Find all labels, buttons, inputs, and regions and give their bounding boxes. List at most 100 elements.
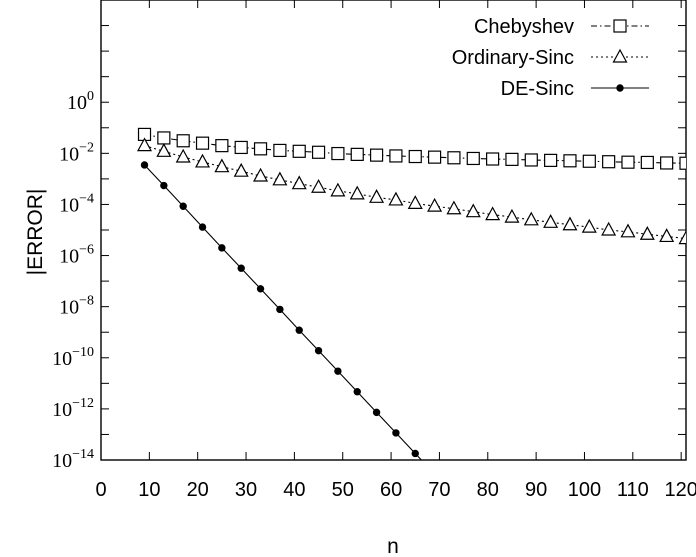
legend-marker — [612, 48, 628, 63]
data-point — [620, 223, 636, 238]
data-point — [195, 153, 211, 168]
data-point — [431, 471, 437, 477]
data-point — [314, 346, 323, 355]
y-tick-label: 10−8 — [59, 294, 94, 319]
x-tick-label: 120 — [664, 479, 696, 501]
y-tick-label: 10−4 — [59, 191, 94, 216]
y-tick-label: 10−14 — [52, 447, 94, 472]
y-tick-exponent: −6 — [79, 243, 94, 258]
y-tick-base: 10 — [67, 92, 87, 114]
data-point — [256, 285, 265, 293]
data-point — [485, 206, 501, 221]
y-tick-label: 10−12 — [52, 396, 94, 421]
data-point — [640, 155, 654, 170]
y-tick-label: 100 — [67, 89, 94, 114]
data-point — [330, 182, 346, 197]
data-point — [334, 367, 342, 375]
legend: Chebyshev Ordinary-Sinc DE-Sinc — [452, 16, 649, 100]
y-tick-base: 10 — [52, 450, 72, 472]
data-point — [392, 429, 400, 437]
y-axis-label: |ERROR| — [24, 189, 47, 276]
data-point — [311, 145, 326, 159]
data-point — [195, 136, 210, 150]
data-point — [353, 388, 361, 396]
data-point — [292, 144, 306, 158]
legend-marker — [616, 84, 624, 92]
series-square — [137, 127, 686, 170]
data-point — [198, 223, 207, 231]
y-tick-base: 10 — [59, 143, 79, 165]
data-point — [218, 244, 226, 252]
x-tick-label: 110 — [617, 479, 649, 501]
data-point — [215, 139, 229, 153]
x-tick-label: 90 — [525, 479, 547, 501]
y-tick-exponent: −10 — [72, 345, 94, 360]
data-point — [581, 218, 597, 233]
x-axis-label: n — [387, 535, 399, 557]
data-point — [295, 326, 303, 334]
data-point — [660, 156, 674, 170]
y-tick-exponent: −14 — [72, 447, 94, 462]
axis-ticks — [100, 0, 686, 461]
data-point — [349, 185, 365, 200]
series-layer — [137, 127, 686, 477]
y-tick-exponent: −8 — [79, 294, 94, 309]
y-tick-base: 10 — [59, 246, 79, 268]
data-point — [214, 158, 230, 173]
data-point — [331, 146, 345, 161]
y-tick-label: 10−10 — [52, 345, 94, 370]
data-point — [389, 149, 403, 163]
data-point — [678, 230, 686, 245]
series-filled-circle — [140, 161, 437, 477]
plot-frame — [100, 0, 687, 461]
data-point — [427, 150, 442, 164]
data-point — [273, 143, 287, 158]
data-point — [408, 149, 422, 164]
data-point — [486, 152, 500, 166]
data-point — [465, 203, 481, 218]
x-tick-label: 20 — [187, 479, 209, 501]
y-tick-exponent: 0 — [87, 89, 94, 104]
data-point — [466, 151, 480, 166]
data-point — [179, 202, 187, 210]
x-tick-label: 80 — [477, 479, 499, 501]
legend-label: DE-Sinc — [501, 78, 574, 100]
x-tick-label: 30 — [235, 479, 257, 501]
data-point — [447, 151, 461, 165]
data-point — [160, 181, 168, 190]
data-point — [524, 153, 538, 167]
data-point — [582, 154, 596, 168]
data-point — [505, 152, 519, 166]
data-point — [639, 226, 655, 240]
data-point — [427, 197, 443, 212]
data-point — [504, 208, 520, 223]
data-point — [372, 408, 381, 417]
x-tick-label: 60 — [380, 479, 402, 501]
x-tick-label: 0 — [95, 479, 106, 501]
legend-label: Chebyshev — [474, 16, 574, 38]
y-tick-exponent: −2 — [79, 140, 94, 155]
x-tick-label: 70 — [428, 479, 450, 501]
y-tick-base: 10 — [59, 297, 79, 319]
data-point — [311, 179, 327, 193]
data-point — [291, 175, 307, 190]
axis-tick-labels: 0 10 20 30 40 50 60 70 80 90 100 110 12010010−210−41… — [52, 89, 696, 501]
data-point — [621, 155, 635, 169]
data-point — [601, 221, 617, 236]
data-point — [140, 161, 149, 169]
y-tick-base: 10 — [52, 348, 72, 370]
legend-marker — [613, 19, 627, 33]
data-point — [137, 137, 153, 152]
x-tick-label: 50 — [332, 479, 354, 501]
data-point — [544, 153, 558, 167]
data-point — [446, 200, 462, 215]
data-point — [276, 305, 284, 314]
x-tick-label: 40 — [283, 479, 305, 501]
data-point — [563, 154, 577, 168]
data-point — [233, 162, 249, 177]
data-point — [602, 155, 616, 169]
x-tick-label: 10 — [138, 479, 160, 501]
data-point — [157, 131, 171, 145]
data-point — [562, 216, 578, 231]
